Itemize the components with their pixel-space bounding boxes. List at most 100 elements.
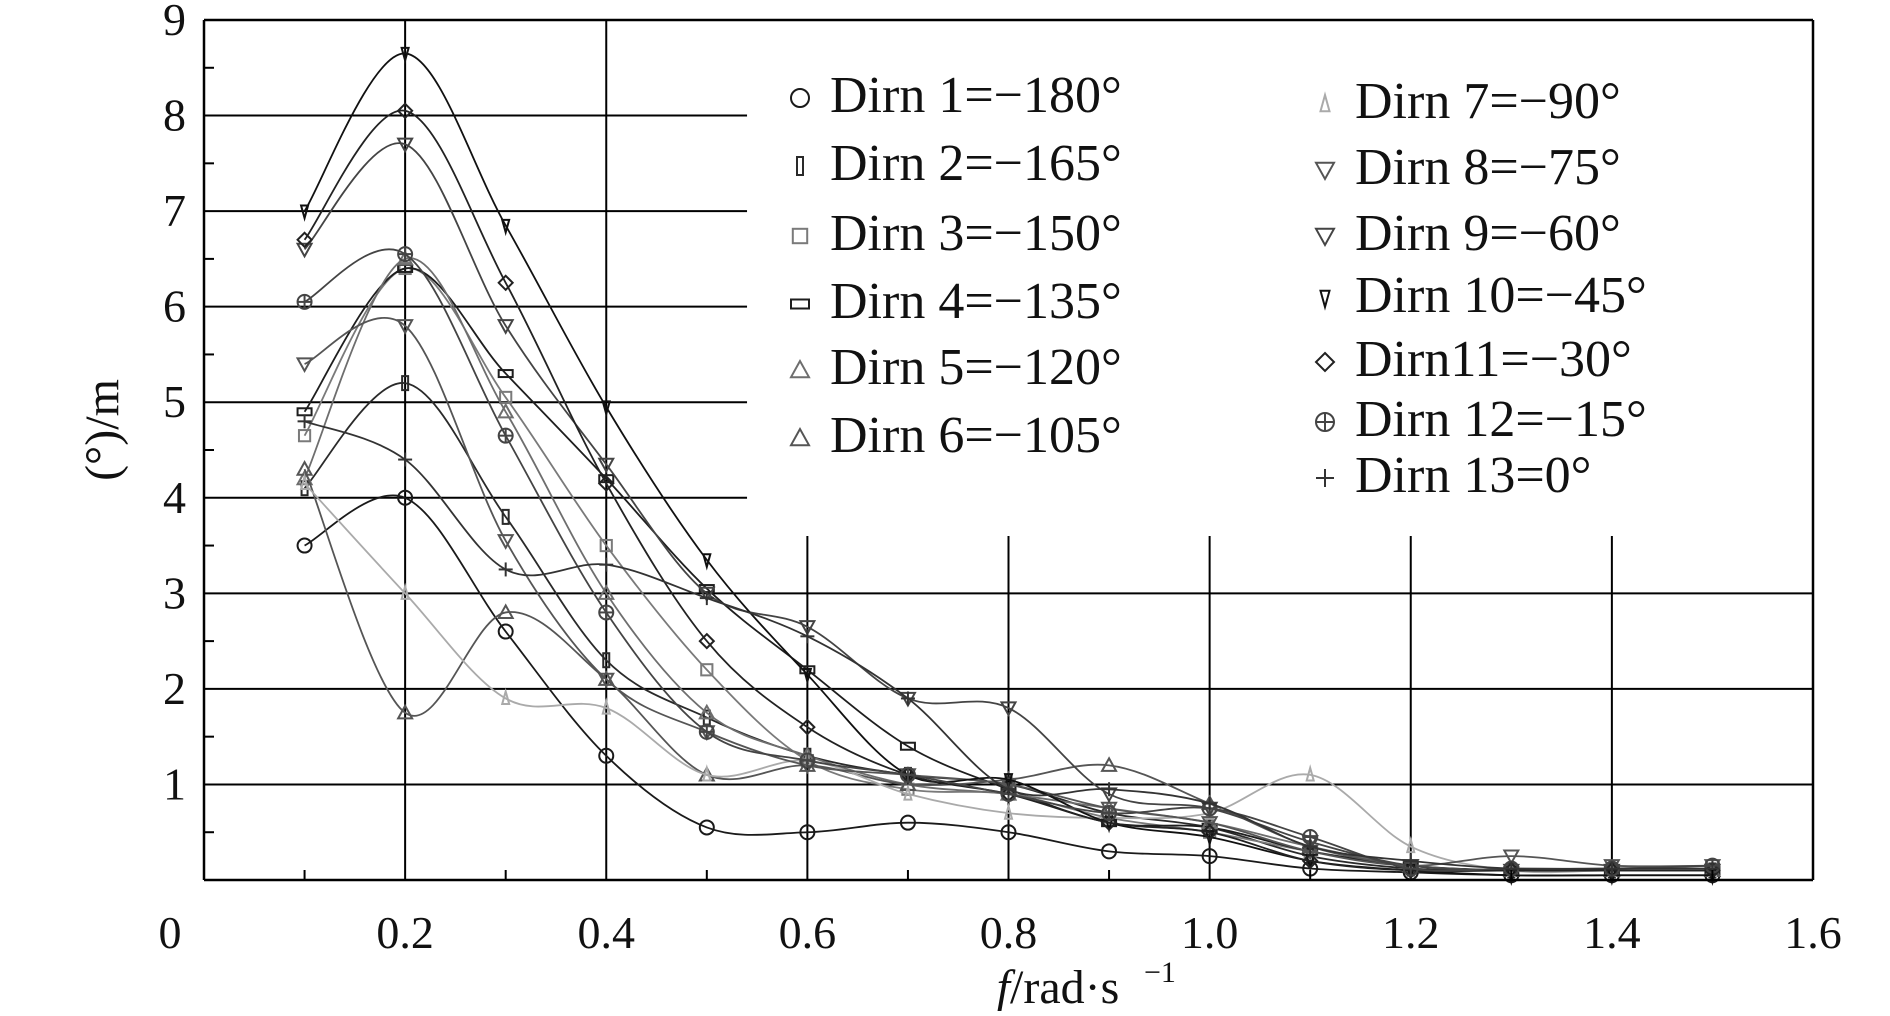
y-tick-label: 6 bbox=[163, 281, 186, 332]
point-marker bbox=[790, 298, 810, 310]
point-marker bbox=[500, 687, 511, 706]
triangle-marker bbox=[698, 703, 716, 720]
triangle-marker bbox=[597, 672, 615, 689]
y-tick-label: 7 bbox=[163, 185, 186, 236]
point-marker bbox=[297, 429, 312, 443]
triangle-marker bbox=[903, 783, 913, 801]
point-marker bbox=[602, 652, 611, 669]
point-marker bbox=[597, 457, 615, 474]
point-marker bbox=[1305, 764, 1316, 782]
x-tick-label: 1.4 bbox=[1583, 907, 1641, 958]
point-marker bbox=[1001, 782, 1016, 797]
x-axis-label-unit: /rad·s bbox=[1010, 961, 1119, 1011]
triangle-marker bbox=[789, 426, 811, 447]
point-marker bbox=[799, 824, 816, 841]
triangle-marker bbox=[295, 242, 314, 259]
point-marker bbox=[497, 369, 514, 379]
y-tick-label: 4 bbox=[163, 472, 186, 523]
point-marker bbox=[789, 358, 811, 379]
point-marker bbox=[1403, 853, 1418, 868]
axes bbox=[202, 18, 1815, 882]
legend-item: Dirn11=−30° bbox=[1314, 331, 1632, 388]
point-marker bbox=[501, 508, 510, 525]
point-marker bbox=[400, 46, 410, 65]
point-marker bbox=[497, 623, 514, 640]
point-marker bbox=[297, 414, 312, 429]
point-marker bbox=[597, 475, 615, 492]
point-marker bbox=[1003, 773, 1014, 791]
legend-item: Dirn 5=−120° bbox=[789, 339, 1122, 396]
point-marker bbox=[496, 603, 515, 620]
x-tick-label: 0.2 bbox=[376, 907, 434, 958]
x-tick-label: 0.4 bbox=[578, 907, 636, 958]
legend-item: Dirn 3=−150° bbox=[791, 205, 1122, 262]
point-marker bbox=[698, 703, 716, 720]
y-tick-label: 2 bbox=[163, 663, 186, 714]
legend-label: Dirn 1=−180° bbox=[830, 67, 1122, 124]
triangle-marker bbox=[400, 582, 410, 600]
legend-label: Dirn 6=−105° bbox=[830, 407, 1122, 464]
triangle-marker bbox=[698, 586, 716, 603]
triangle-marker bbox=[798, 620, 817, 636]
triangle-marker bbox=[1319, 91, 1331, 113]
y-axis-label: (°)/m bbox=[76, 379, 129, 481]
circle-marker bbox=[1201, 848, 1218, 865]
legend-label: Dirn 2=−165° bbox=[830, 135, 1122, 192]
triangle-marker bbox=[500, 218, 511, 237]
point-marker bbox=[396, 102, 414, 120]
rect-marker bbox=[401, 375, 410, 392]
point-marker bbox=[601, 400, 612, 418]
diamond-marker bbox=[798, 718, 816, 736]
rect-marker bbox=[602, 652, 611, 669]
point-marker bbox=[796, 156, 804, 176]
legend-label: Dirn 9=−60° bbox=[1355, 205, 1621, 262]
point-marker bbox=[296, 293, 313, 310]
point-marker bbox=[1201, 848, 1218, 865]
square-marker bbox=[791, 227, 809, 245]
point-marker bbox=[599, 557, 614, 572]
point-marker bbox=[500, 218, 511, 237]
grid bbox=[204, 20, 1813, 880]
point-marker bbox=[299, 472, 310, 491]
point-marker bbox=[999, 701, 1018, 718]
legend-item: Dirn 6=−105° bbox=[789, 407, 1122, 464]
x-tick-label: 1.2 bbox=[1382, 907, 1440, 958]
diamond-marker bbox=[597, 475, 615, 492]
triangle-marker bbox=[496, 319, 515, 335]
triangle-marker bbox=[496, 603, 515, 620]
point-marker bbox=[400, 582, 410, 600]
rect-marker bbox=[796, 156, 804, 176]
legend-item: Dirn 8=−75° bbox=[1314, 139, 1621, 196]
legend-item: Dirn 9=−60° bbox=[1314, 205, 1621, 262]
point-marker bbox=[1003, 802, 1014, 820]
triangle-marker bbox=[396, 137, 414, 154]
point-marker bbox=[1316, 469, 1334, 487]
circle-marker bbox=[497, 623, 514, 640]
point-marker bbox=[1303, 839, 1318, 854]
triangle-marker bbox=[601, 697, 612, 715]
point-marker bbox=[799, 752, 816, 769]
point-marker bbox=[1100, 756, 1118, 772]
point-marker bbox=[698, 723, 715, 740]
point-marker bbox=[800, 629, 815, 644]
legend-item: Dirn 7=−90° bbox=[1319, 73, 1621, 130]
point-marker bbox=[1315, 412, 1335, 432]
square-marker bbox=[297, 429, 312, 443]
point-marker bbox=[601, 697, 612, 715]
legend-label: Dirn 13=0° bbox=[1355, 447, 1591, 504]
point-marker bbox=[903, 783, 913, 801]
triangle-marker bbox=[496, 534, 515, 550]
point-marker bbox=[701, 553, 712, 571]
point-marker bbox=[1101, 805, 1118, 822]
triangle-marker bbox=[299, 204, 310, 222]
point-marker bbox=[1101, 843, 1118, 860]
diamond-marker bbox=[698, 632, 716, 650]
circle-marker bbox=[799, 824, 816, 841]
point-marker bbox=[496, 319, 515, 335]
series-line bbox=[304, 317, 1713, 868]
triangle-marker bbox=[496, 402, 515, 419]
point-marker bbox=[398, 452, 413, 467]
triangle-marker bbox=[299, 472, 310, 491]
y-tick-label: 3 bbox=[163, 567, 186, 618]
diamond-marker bbox=[296, 231, 313, 249]
